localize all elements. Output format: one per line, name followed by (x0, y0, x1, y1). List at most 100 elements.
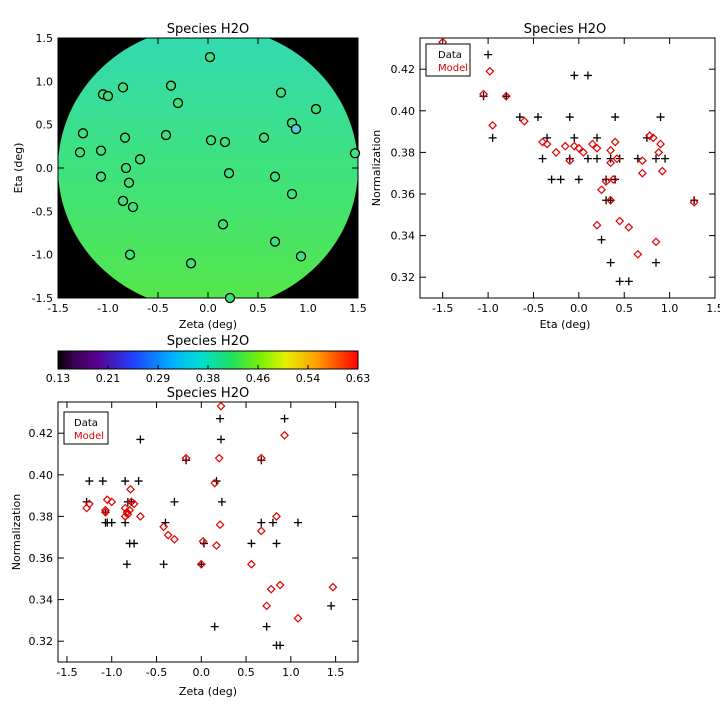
data-point (611, 175, 620, 184)
colorbar-tick-label: 0.13 (46, 372, 71, 385)
data-point (570, 133, 579, 142)
model-point (501, 91, 511, 101)
eta-legend-box (425, 43, 471, 77)
data-point (690, 196, 699, 205)
model-point (656, 139, 665, 149)
data-point (216, 414, 225, 423)
data-point (247, 539, 256, 548)
map-point (349, 148, 361, 159)
x-tick-label: 1.0 (282, 666, 300, 679)
data-point (159, 560, 168, 569)
x-tick-label: 0.5 (615, 302, 633, 315)
data-point (611, 113, 620, 122)
model-point (597, 185, 606, 195)
map-ylabel: Eta (deg) (12, 143, 25, 194)
model-point (293, 613, 303, 623)
model-point (280, 430, 290, 440)
model-point (275, 580, 285, 590)
data-point (121, 477, 130, 486)
y-tick-label: 0.32 (29, 635, 54, 648)
model-point (488, 120, 498, 130)
map-panel: Species H2O (12, 22, 367, 331)
data-point (98, 477, 107, 486)
model-point (645, 131, 655, 141)
model-point (606, 158, 616, 168)
data-point (652, 154, 660, 163)
map-point (117, 195, 129, 207)
y-tick-label: 0.34 (391, 230, 416, 243)
map-points (74, 51, 361, 304)
data-point (257, 518, 266, 527)
model-point (606, 195, 616, 205)
map-point (102, 90, 114, 102)
data-point (593, 154, 601, 163)
map-point (120, 162, 132, 174)
colorbar-panel: Species H2O 0.13 0.21 0.29 0.38 0.46 0.54 0.63 (46, 334, 371, 385)
model-point (198, 536, 208, 546)
colorbar-ticks: 0.13 0.21 0.29 0.38 0.46 0.54 0.63 (46, 365, 370, 385)
data-point (602, 196, 611, 205)
y-tick-label: -0.5 (32, 205, 53, 218)
map-point (119, 132, 131, 143)
model-point (565, 156, 575, 166)
model-point (637, 168, 647, 178)
data-point (85, 477, 94, 486)
model-point (256, 453, 266, 463)
model-point (210, 478, 220, 488)
data-point (574, 175, 583, 184)
model-point (610, 137, 620, 147)
model-point (624, 222, 634, 232)
x-tick-label: 1.5 (349, 302, 367, 315)
x-tick-label: -1.5 (47, 302, 68, 315)
data-point (484, 50, 493, 59)
model-point (84, 499, 94, 509)
data-point (280, 414, 289, 423)
map-point (286, 188, 298, 200)
zeta-frame (57, 401, 359, 663)
model-point (135, 511, 145, 521)
model-point (612, 154, 622, 164)
model-point (592, 143, 602, 153)
model-point (637, 156, 647, 166)
model-point (120, 511, 130, 521)
colorbar-tick-label: 0.54 (296, 372, 321, 385)
data-point (134, 477, 143, 486)
data-point (136, 435, 145, 444)
map-x-axis: -1.5 -1.0 -0.5 0.0 0.5 1.0 1.5 (47, 38, 367, 315)
model-point (272, 511, 281, 521)
map-point (269, 171, 281, 182)
eta-xlabel: Eta (deg) (540, 318, 591, 331)
data-point (272, 539, 281, 548)
map-point (124, 249, 136, 260)
zeta-x-axis: -1.5 -1.0 -0.5 0.0 0.5 1.0 1.5 (56, 402, 344, 679)
eta-legend: Data Model (425, 43, 471, 77)
model-point (214, 453, 224, 463)
data-point (583, 154, 592, 163)
map-point (223, 168, 235, 179)
x-tick-label: -0.5 (147, 302, 168, 315)
x-tick-label: 1.5 (706, 302, 720, 315)
map-point (217, 219, 229, 230)
data-point (602, 175, 611, 184)
map-point (219, 136, 231, 148)
zeta-legend: Data Model (63, 411, 109, 445)
model-point (654, 147, 664, 157)
data-point (615, 154, 624, 163)
colorbar-tick-label: 0.29 (146, 372, 171, 385)
y-tick-label: 0.42 (391, 63, 416, 76)
model-point (588, 139, 597, 149)
x-tick-label: -1.0 (477, 302, 498, 315)
data-point (538, 154, 547, 163)
data-point (122, 560, 131, 569)
map-point (204, 51, 216, 63)
data-point (210, 622, 219, 631)
map-point (95, 145, 107, 156)
model-point (129, 499, 139, 509)
zeta-panel: Species H2O -1.5 -1.0 -0.5 0.0 0.5 1.0 1.5 0.3… (10, 386, 359, 698)
x-tick-label: 0.0 (570, 302, 588, 315)
model-point (519, 116, 529, 126)
y-tick-label: 0.32 (391, 271, 416, 284)
x-tick-label: -1.0 (101, 666, 122, 679)
y-tick-label: 0.36 (391, 188, 416, 201)
